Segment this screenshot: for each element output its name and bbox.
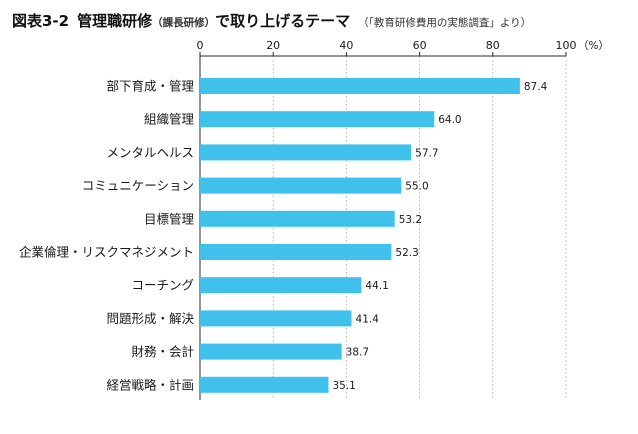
chart-area: 0 20 40 60 80 100 （%） 部下育成・管理 87.4 組織管理 64.0 メンタルヘル…	[0, 38, 638, 430]
x-tick-label-40: 40	[339, 39, 353, 52]
value-label-5: 53.2	[399, 214, 422, 226]
bar-3	[200, 144, 412, 161]
category-label-4: コミュニケーション	[82, 178, 194, 193]
value-label-8: 41.4	[356, 313, 380, 325]
bar-6	[200, 244, 392, 260]
bar-5	[200, 210, 395, 227]
figure-label: 図表3-2	[12, 12, 70, 30]
x-tick-label-20: 20	[266, 39, 280, 52]
bar-4	[200, 177, 402, 194]
value-label-6: 52.3	[395, 247, 418, 259]
value-label-9: 38.7	[346, 347, 369, 359]
bar-chart: 0 20 40 60 80 100 （%） 部下育成・管理 87.4 組織管理 64.0 メンタルヘル…	[19, 39, 609, 400]
category-label-1: 部下育成・管理	[106, 79, 194, 94]
source-note: （「教育研修費用の実態調査」より）	[358, 17, 532, 29]
bar-8	[200, 310, 352, 327]
chart-title-row: 図表3-2 管理職研修（課長研修）で取り上げるテーマ （「教育研修費用の実態調査…	[12, 10, 626, 34]
bar-2	[200, 111, 435, 128]
value-label-10: 35.1	[332, 380, 355, 392]
category-label-5: 目標管理	[144, 211, 195, 226]
value-label-4: 55.0	[405, 181, 428, 193]
x-tick-label-100: 100	[556, 39, 577, 52]
bar-7	[200, 277, 362, 294]
x-tick-label-60: 60	[413, 39, 427, 52]
category-label-10: 経営戦略・計画	[106, 377, 194, 392]
chart-title-tail: で取り上げるテーマ	[215, 12, 351, 30]
x-tick-label-80: 80	[486, 39, 500, 52]
bar-9	[200, 343, 342, 360]
category-label-7: コーチング	[131, 278, 194, 293]
x-axis-unit-label: （%）	[578, 40, 609, 52]
value-label-1: 87.4	[524, 81, 548, 93]
chart-title-sub: （課長研修）	[152, 17, 216, 29]
category-label-6: 企業倫理・リスクマネジメント	[19, 245, 194, 260]
category-label-2: 組織管理	[144, 112, 195, 127]
category-label-9: 財務・会計	[131, 344, 194, 359]
value-label-7: 44.1	[365, 280, 388, 292]
category-label-8: 問題形成・解決	[106, 311, 194, 326]
chart-title-main: 管理職研修	[77, 12, 153, 30]
chart-title: 管理職研修（課長研修）で取り上げるテーマ	[77, 10, 350, 31]
value-label-3: 57.7	[415, 147, 438, 159]
x-tick-label-0: 0	[197, 39, 204, 52]
category-label-3: メンタルヘルス	[106, 145, 194, 160]
bar-10	[200, 376, 329, 393]
bar-1	[200, 78, 520, 94]
value-label-2: 64.0	[438, 114, 461, 126]
